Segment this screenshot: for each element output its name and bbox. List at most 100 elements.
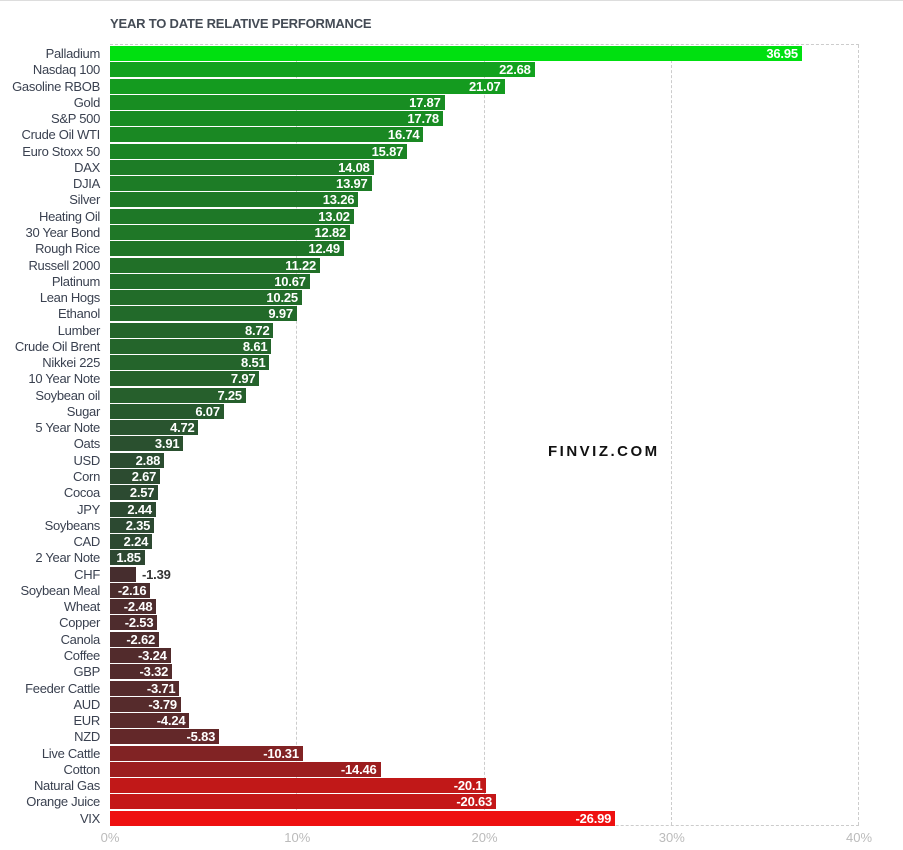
bar — [110, 62, 535, 78]
bar — [110, 810, 616, 826]
value-label: 2.57 — [129, 485, 155, 501]
gridline — [483, 45, 485, 825]
category-label: Lean Hogs — [39, 290, 100, 306]
category-label: Oats — [73, 436, 101, 452]
value-label: -26.99 — [575, 810, 612, 826]
value-label: 7.25 — [217, 387, 242, 403]
category-label: DJIA — [73, 176, 100, 192]
value-label: 36.95 — [766, 46, 798, 61]
bar — [110, 273, 310, 289]
bar — [110, 387, 246, 403]
x-tick-label: 0% — [100, 830, 120, 845]
category-label: 5 Year Note — [35, 420, 100, 436]
value-label: -14.46 — [340, 761, 377, 777]
category-label: Crude Oil Brent — [14, 338, 100, 354]
bar — [110, 647, 171, 663]
x-tick-label: 40% — [845, 830, 873, 845]
value-label: 17.78 — [407, 111, 439, 127]
bar — [110, 257, 321, 273]
category-label: 10 Year Note — [28, 371, 100, 387]
value-label: -2.16 — [117, 582, 147, 598]
value-label: 4.72 — [170, 420, 195, 436]
category-label: Rough Rice — [35, 241, 100, 257]
value-label: 2.35 — [125, 517, 151, 533]
category-label: JPY — [77, 501, 100, 517]
bar — [110, 436, 184, 452]
bar — [110, 729, 220, 745]
value-label: -2.62 — [126, 631, 156, 647]
bar — [110, 192, 359, 208]
bar — [110, 338, 272, 354]
value-label: -3.32 — [139, 664, 169, 680]
value-label: 7.97 — [230, 371, 256, 387]
bar — [110, 46, 802, 61]
category-label: Silver — [69, 192, 100, 208]
gridline — [858, 45, 859, 825]
category-label: Gasoline RBOB — [12, 78, 100, 94]
bar — [110, 94, 445, 110]
category-label: Lumber — [57, 322, 101, 338]
category-label: CHF — [74, 566, 100, 582]
value-label: -4.24 — [156, 713, 186, 729]
value-label: -20.1 — [453, 778, 483, 794]
bar — [110, 241, 344, 257]
bar — [110, 631, 160, 647]
category-label: VIX — [79, 810, 100, 826]
value-label: 3.91 — [154, 436, 180, 452]
finviz-watermark: FINVIZ.COM — [548, 443, 660, 460]
value-label: 17.87 — [409, 94, 441, 110]
value-label: 21.07 — [469, 78, 501, 94]
value-label: -20.63 — [456, 794, 493, 810]
category-label: Soybean Meal — [20, 582, 100, 598]
value-label: 14.08 — [338, 159, 370, 175]
bar — [110, 713, 190, 729]
gridline — [670, 45, 672, 825]
category-label: Sugar — [66, 403, 101, 419]
value-label: 12.82 — [314, 224, 347, 240]
value-label: -10.31 — [263, 745, 299, 761]
bar — [110, 534, 152, 550]
bar — [110, 322, 274, 338]
category-label: Soybean oil — [35, 387, 100, 403]
bar — [110, 778, 487, 794]
category-label: S&P 500 — [51, 111, 100, 127]
top-border — [0, 0, 903, 1]
bar — [110, 290, 302, 306]
category-label: 2 Year Note — [35, 550, 100, 566]
value-label: 16.74 — [387, 127, 420, 143]
bar — [110, 176, 372, 192]
chart-title: YEAR TO DATE RELATIVE PERFORMANCE — [110, 16, 372, 31]
bar — [110, 582, 151, 598]
x-tick-label: 10% — [284, 830, 311, 845]
value-label: -2.48 — [123, 599, 153, 615]
category-label: Nasdaq 100 — [32, 62, 100, 78]
bar — [110, 615, 158, 631]
bar — [110, 403, 224, 419]
bar — [110, 599, 157, 615]
category-label: Cocoa — [63, 485, 100, 501]
x-tick-label: 30% — [658, 830, 685, 845]
gridline — [296, 45, 298, 825]
value-label: 10.67 — [274, 273, 306, 289]
category-label: NZD — [74, 729, 100, 745]
bar — [110, 761, 381, 777]
category-label: Canola — [60, 631, 101, 647]
value-label: 2.24 — [123, 534, 149, 550]
category-label: Gold — [73, 94, 101, 110]
bar — [110, 127, 424, 143]
category-label: Orange Juice — [26, 794, 100, 810]
value-label: 1.85 — [116, 550, 141, 566]
value-label: -3.79 — [148, 696, 177, 712]
value-label: -2.53 — [124, 615, 154, 631]
category-label: 30 Year Bond — [25, 224, 101, 240]
value-label: 10.25 — [266, 290, 298, 306]
bar — [110, 501, 156, 517]
bar — [110, 224, 351, 240]
bar — [110, 306, 297, 322]
bar — [110, 566, 137, 582]
value-label: 22.68 — [499, 62, 531, 78]
category-label: Euro Stoxx 50 — [22, 143, 100, 159]
bar — [110, 355, 270, 371]
bar — [110, 371, 260, 387]
value-label: 12.49 — [308, 241, 340, 257]
